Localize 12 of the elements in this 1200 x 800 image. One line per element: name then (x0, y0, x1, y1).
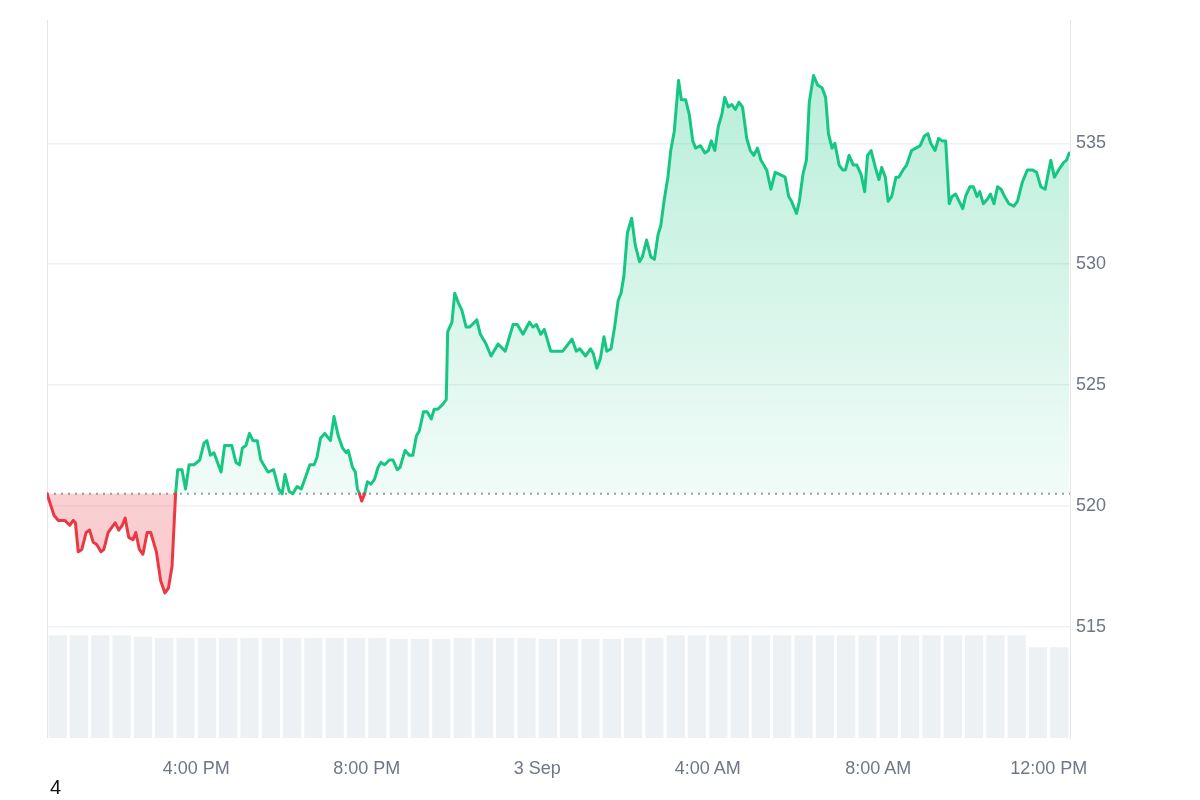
y-tick-label: 515 (1076, 615, 1107, 636)
y-tick-label: 530 (1076, 253, 1107, 274)
x-tick-label: 4:00 PM (162, 757, 230, 778)
x-tick-label: 4:00 AM (674, 757, 741, 778)
x-tick-label: 3 Sep (513, 757, 561, 778)
x-tick-label: 8:00 PM (333, 757, 401, 778)
y-tick-label: 525 (1076, 374, 1107, 395)
y-tick-label: 520 (1076, 494, 1107, 515)
x-tick-label: 12:00 PM (1010, 757, 1088, 778)
x-tick-label: 8:00 AM (845, 757, 912, 778)
text: 4 (50, 776, 62, 798)
y-tick-label: 535 (1076, 132, 1107, 153)
